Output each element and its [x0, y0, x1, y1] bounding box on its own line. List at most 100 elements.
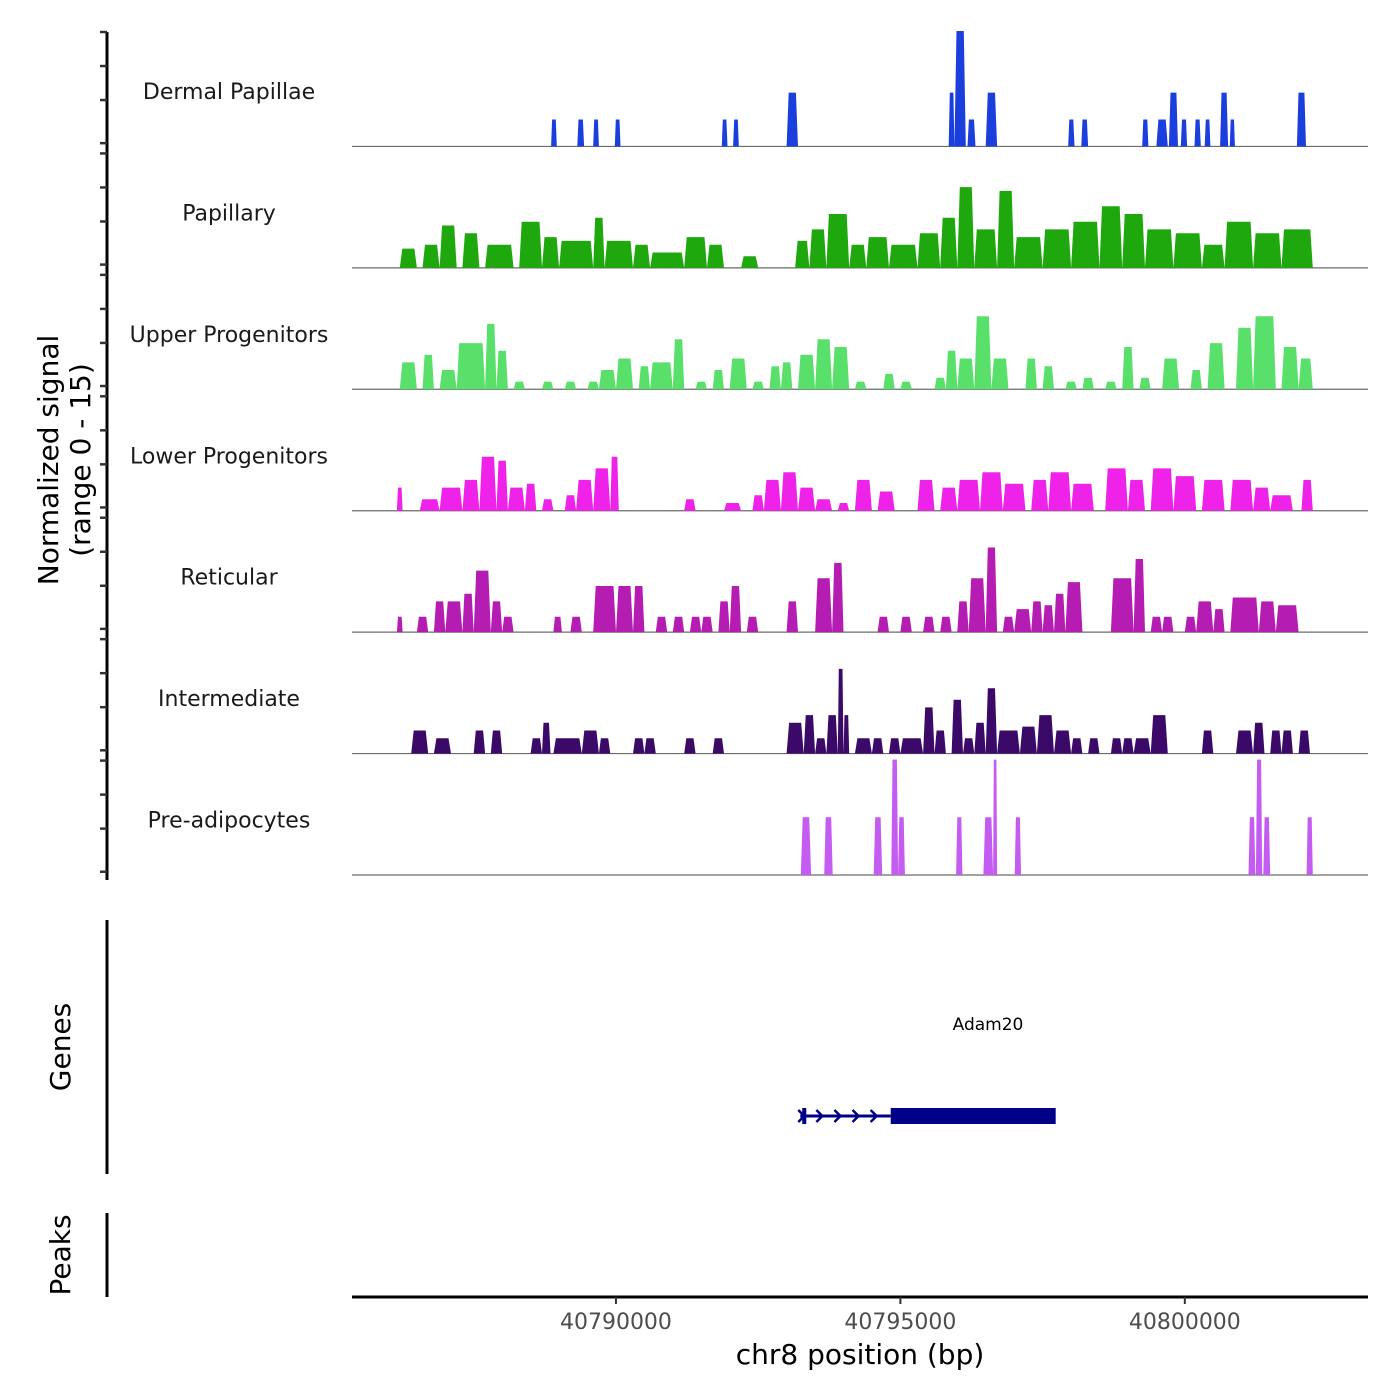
signal-peak — [763, 479, 781, 511]
signal-peak — [1162, 358, 1180, 390]
signal-peak — [1220, 92, 1229, 147]
signal-peak — [1180, 119, 1188, 147]
signal-peak — [542, 722, 551, 754]
signal-peak — [786, 92, 798, 147]
y-axis-title-line-2: (range 0 - 15) — [64, 363, 97, 557]
signal-peak — [1201, 730, 1214, 754]
signal-peak — [980, 472, 1003, 511]
signal-peak — [1054, 730, 1072, 754]
signal-peak — [917, 479, 935, 511]
signal-peak — [1133, 559, 1145, 633]
signal-peak — [951, 699, 963, 754]
signal-peak — [1275, 605, 1299, 633]
signal-peak — [542, 237, 560, 268]
signal-peak — [900, 616, 912, 633]
signal-peak — [576, 479, 594, 511]
signal-peak — [598, 738, 611, 754]
signal-peak — [553, 616, 562, 633]
signal-peak — [889, 244, 918, 268]
signal-peak — [983, 817, 994, 875]
track-label: Dermal Papillae — [143, 80, 315, 105]
signal-peak — [815, 578, 833, 633]
signal-peak — [729, 358, 747, 390]
signal-peak — [826, 715, 838, 754]
x-tick-label: 40790000 — [560, 1310, 672, 1335]
signal-peak — [445, 601, 463, 633]
signal-peak — [843, 715, 850, 754]
signal-peak — [1048, 472, 1072, 511]
signal-peak — [985, 688, 998, 754]
signal-peak — [837, 503, 850, 511]
signal-peak — [1258, 601, 1276, 633]
signal-peak — [948, 92, 955, 147]
signal-peak — [593, 586, 616, 633]
signal-peak — [1224, 221, 1254, 268]
signal-peak — [439, 225, 457, 268]
signal-peak — [1173, 476, 1197, 511]
signal-peak — [542, 381, 554, 390]
signal-peak — [826, 214, 850, 268]
signal-peak — [456, 343, 486, 390]
signal-peak — [462, 593, 474, 633]
signal-peak — [633, 586, 645, 633]
peaks-panel-label: Peaks — [44, 1214, 77, 1295]
signal-peak — [945, 350, 958, 390]
signal-peak — [1088, 738, 1100, 754]
signal-peak — [490, 601, 503, 633]
signal-peak — [752, 495, 764, 511]
signal-peak — [1110, 578, 1134, 633]
signal-peak — [1156, 119, 1168, 147]
signal-peak — [1031, 479, 1049, 511]
track-label: Intermediate — [158, 687, 300, 712]
signal-peak — [1036, 715, 1054, 754]
signal-peak — [396, 616, 403, 633]
signal-peak — [786, 601, 798, 633]
signal-peak — [1110, 738, 1123, 754]
signal-peak — [1236, 327, 1254, 390]
x-axis-ticks: 40790000 40795000 40800000 — [560, 1297, 1241, 1335]
signal-peak — [433, 738, 451, 754]
signal-peak — [1298, 730, 1310, 754]
signal-peak — [729, 586, 742, 633]
signal-peak — [524, 483, 537, 511]
track-label: Lower Progenitors — [130, 444, 328, 469]
signal-peak — [513, 381, 525, 390]
signal-peak — [462, 233, 480, 268]
signal-peak — [997, 190, 1015, 268]
signal-peak — [815, 339, 833, 390]
signal-peak — [672, 616, 685, 633]
signal-peak — [967, 119, 976, 147]
signal-peak — [1229, 119, 1235, 147]
signal-peak — [462, 479, 480, 511]
signal-peak — [1213, 609, 1225, 633]
signal-peak — [873, 817, 883, 875]
track-reticular — [352, 547, 1368, 633]
signal-peak — [650, 362, 673, 390]
signal-peak — [1082, 377, 1094, 390]
signal-peak — [832, 347, 850, 390]
signal-peak — [650, 252, 685, 268]
signal-peak — [1122, 214, 1145, 268]
signal-peak — [1201, 479, 1225, 511]
signal-peak — [396, 487, 403, 511]
strand-arrow-icon — [851, 1109, 861, 1123]
signal-peak — [733, 119, 739, 147]
signal-peak — [1196, 601, 1214, 633]
signal-peak — [507, 487, 525, 511]
signal-peak — [934, 377, 946, 390]
signal-peak — [1122, 738, 1134, 754]
signal-peak — [877, 491, 895, 511]
signal-peak — [633, 244, 651, 268]
signal-peak — [1019, 726, 1037, 754]
genes-panel-label: Genes — [44, 1003, 77, 1091]
signal-peak — [485, 323, 497, 390]
signal-peak — [1168, 92, 1178, 147]
signal-peak — [1270, 495, 1293, 511]
signal-peak — [786, 722, 804, 754]
signal-peak — [684, 237, 707, 268]
signal-tracks — [352, 31, 1368, 876]
signal-peak — [809, 229, 827, 268]
signal-peak — [1296, 92, 1306, 147]
signal-peak — [581, 730, 599, 754]
signal-peak — [598, 370, 616, 390]
